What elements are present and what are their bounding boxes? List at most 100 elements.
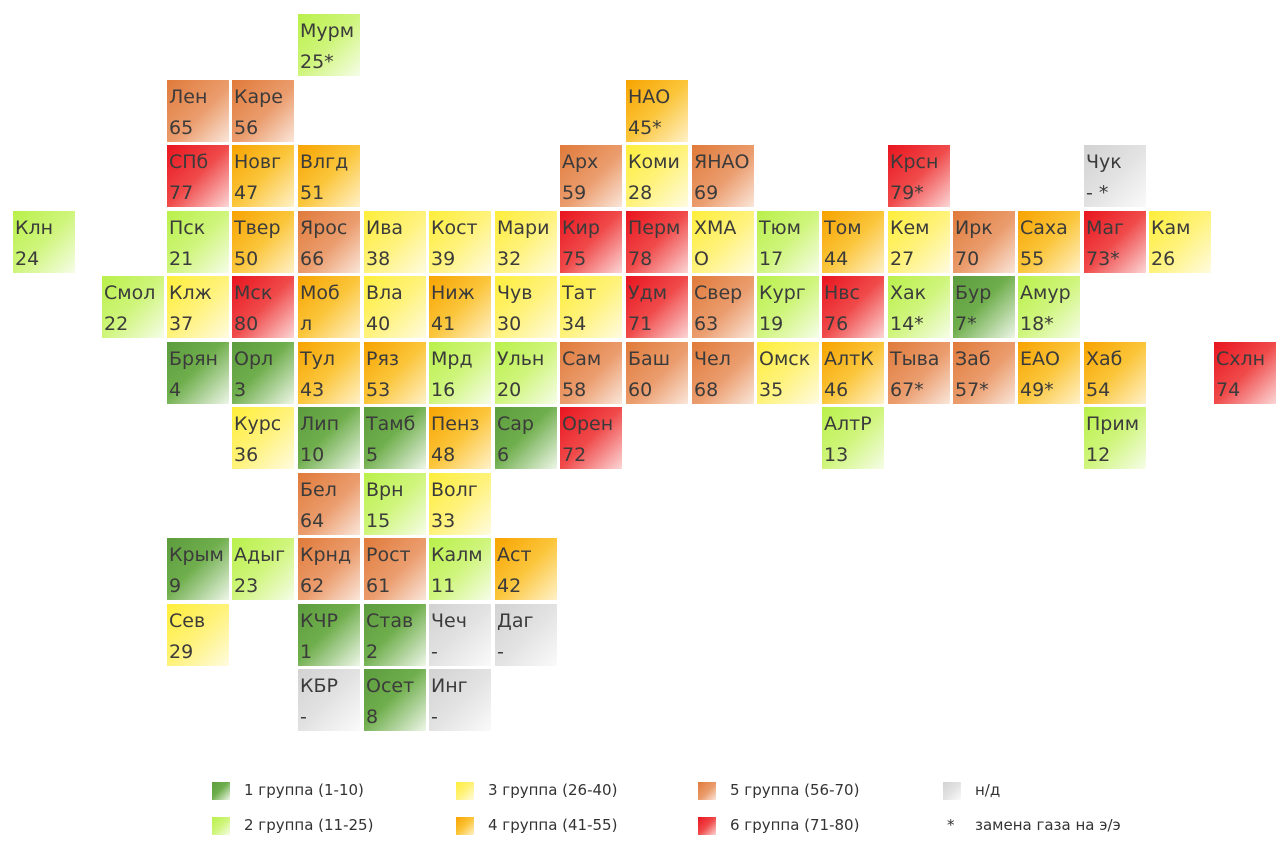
legend-swatch-no-data [943,782,961,800]
region-tile: Каре 56 [232,80,294,142]
region-tile: Сам 58 [560,342,622,404]
region-tile: Амур 18* [1018,276,1080,338]
region-rank: 59 [562,182,587,204]
region-tile: Кем 27 [888,211,950,273]
legend-label: н/д [975,781,1001,799]
region-rank: 57* [955,379,989,401]
region-name: Пск [169,217,206,239]
region-rank: 41 [431,313,456,335]
region-name: Адыг [234,544,286,566]
region-name: Лен [169,86,208,108]
region-rank: 56 [234,117,259,139]
region-rank: 30 [497,313,522,335]
region-rank: 44 [824,248,849,270]
region-tile: Кург 19 [757,276,819,338]
region-tile: Тул 43 [298,342,360,404]
region-tile: Пенз 48 [429,407,491,469]
legend-label: замена газа на э/э [975,816,1121,834]
region-tile: Брян 4 [167,342,229,404]
region-tile: Курс 36 [232,407,294,469]
region-name: Даг [497,610,534,632]
region-rank: 58 [562,379,587,401]
region-name: Сар [497,413,534,435]
region-rank: 72 [562,444,587,466]
region-name: Саха [1020,217,1068,239]
region-name: Тат [562,282,597,304]
region-name: Ярос [300,217,348,239]
region-name: Калм [431,544,483,566]
region-tile: Бур 7* [953,276,1015,338]
region-tile: Баш 60 [626,342,688,404]
region-name: АлтР [824,413,872,435]
region-name: Лип [300,413,340,435]
region-rank: 39 [431,248,456,270]
legend-label: 2 группа (11-25) [244,816,374,834]
region-tile: Мск 80 [232,276,294,338]
legend-label: 4 группа (41-55) [488,816,618,834]
region-tile: Заб 57* [953,342,1015,404]
region-tile: Ярос 66 [298,211,360,273]
region-tile: Омск 35 [757,342,819,404]
region-rank: 64 [300,510,325,532]
region-rank: 23 [234,575,259,597]
region-rank: 29 [169,641,194,663]
region-name: КБР [300,675,338,697]
region-tile: Крым 9 [167,538,229,600]
region-rank: 3 [234,379,247,401]
region-name: Мрд [431,348,473,370]
region-tile: Влгд 51 [298,145,360,207]
region-tile: Вла 40 [364,276,426,338]
region-name: ЕАО [1020,348,1060,370]
region-tile: Ульн 20 [495,342,557,404]
region-name: Нвс [824,282,860,304]
region-name: Тамб [366,413,416,435]
region-name: Удм [628,282,668,304]
region-name: Мурм [300,20,355,42]
region-name: Влгд [300,151,349,173]
region-name: Твер [234,217,281,239]
region-tile: Сев 29 [167,604,229,666]
region-rank: л [300,313,313,335]
region-rank: 43 [300,379,325,401]
region-rank: 62 [300,575,325,597]
region-tile: Лен 65 [167,80,229,142]
region-name: Схлн [1216,348,1266,370]
region-rank: 69 [694,182,719,204]
region-name: Прим [1086,413,1140,435]
region-rank: 67* [890,379,924,401]
region-tile: Инг - [429,669,491,731]
region-name: ЯНАО [694,151,750,173]
region-name: Кург [759,282,806,304]
region-rank: 11 [431,575,456,597]
region-rank: О [694,248,709,270]
region-rank: 40 [366,313,391,335]
region-name: Тюм [759,217,801,239]
region-tile: Ниж 41 [429,276,491,338]
region-rank: 36 [234,444,259,466]
region-tile: Кост 39 [429,211,491,273]
region-rank: 2 [366,641,379,663]
region-rank: 10 [300,444,325,466]
region-name: Заб [955,348,991,370]
region-tile: Даг - [495,604,557,666]
region-rank: 73* [1086,248,1120,270]
region-rank: 47 [234,182,259,204]
region-rank: 21 [169,248,194,270]
region-tile: Адыг 23 [232,538,294,600]
region-tile: Коми 28 [626,145,688,207]
region-rank: 12 [1086,444,1111,466]
region-rank: 68 [694,379,719,401]
region-tile: Ива 38 [364,211,426,273]
region-tile: НАО 45* [626,80,688,142]
region-tile: Крсн 79* [888,145,950,207]
region-name: Ниж [431,282,475,304]
region-rank: 50 [234,248,259,270]
region-name: НАО [628,86,671,108]
region-rank: 42 [497,575,522,597]
region-tile: Волг 33 [429,473,491,535]
region-rank: 70 [955,248,980,270]
region-rank: 37 [169,313,194,335]
region-rank: 34 [562,313,587,335]
region-tile: Мари 32 [495,211,557,273]
region-tile: КЧР 1 [298,604,360,666]
